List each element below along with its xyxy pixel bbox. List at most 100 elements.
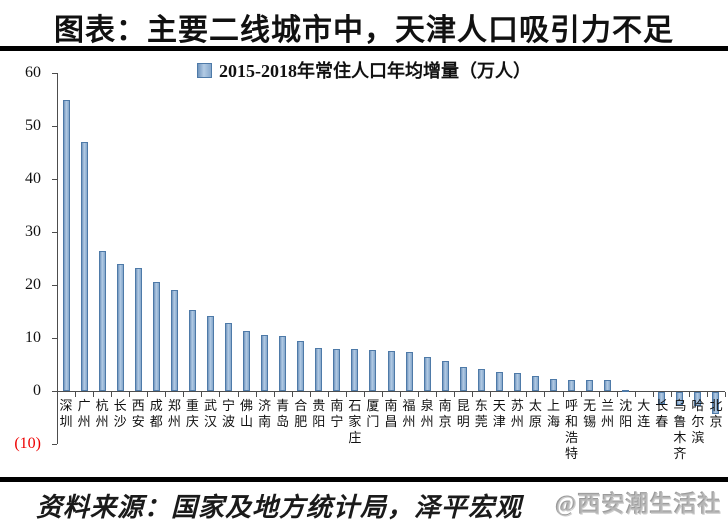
bar <box>586 379 594 391</box>
x-axis-tick <box>688 392 690 397</box>
y-axis-label: 30 <box>25 223 41 240</box>
x-axis-tick <box>219 392 221 397</box>
x-axis-tick <box>381 392 383 397</box>
x-axis-tick <box>706 392 708 397</box>
x-axis-category-label: 济 南 <box>258 398 272 429</box>
x-axis-tick <box>616 392 618 397</box>
y-axis-label: 0 <box>33 382 41 399</box>
y-axis-tick <box>52 179 57 180</box>
x-axis-category-label: 天 津 <box>492 398 506 429</box>
x-axis-category-label: 青 岛 <box>276 398 290 429</box>
chart-title: 图表：主要二线城市中，天津人口吸引力不足 <box>54 14 674 47</box>
x-axis-category-label: 无 锡 <box>583 398 597 429</box>
bar <box>333 348 341 391</box>
bar <box>477 368 485 391</box>
bar <box>387 350 395 391</box>
x-axis-tick <box>255 392 257 397</box>
x-axis-category-label: 南 宁 <box>330 398 344 429</box>
x-axis-tick <box>670 392 672 397</box>
x-axis-category-label: 沈 阳 <box>619 398 633 429</box>
bar <box>315 347 323 391</box>
legend-swatch-icon <box>197 62 212 78</box>
bar <box>279 336 287 391</box>
x-axis-tick <box>345 392 347 397</box>
x-axis-tick <box>57 392 58 397</box>
y-axis-tick <box>52 285 57 286</box>
x-axis-category-label: 北 京 <box>709 398 723 429</box>
plot-area: 60 50 40 30 20 10 0 (10) 深 圳广 州杭 州长 沙西 安成 都郑 州重 … <box>14 64 726 461</box>
bar <box>351 349 359 391</box>
bar <box>676 392 684 405</box>
bar <box>658 392 666 404</box>
bar <box>206 315 214 391</box>
y-axis-tick <box>52 338 57 339</box>
bar <box>261 334 269 391</box>
y-axis-label: 50 <box>25 117 41 134</box>
data-source-text: 资料来源：国家及地方统计局，泽平宏观 <box>36 493 523 522</box>
x-axis-tick <box>165 392 167 397</box>
y-axis-tick <box>52 391 57 392</box>
bar <box>423 356 431 391</box>
bar <box>243 331 251 391</box>
x-axis-tick <box>418 392 420 397</box>
bar <box>459 366 467 391</box>
bar <box>405 351 413 391</box>
x-axis-category-label: 呼 和 浩 特 <box>565 398 579 461</box>
x-axis-category-label: 长 春 <box>655 398 669 429</box>
footer-divider-line <box>0 477 728 482</box>
x-axis-tick <box>129 392 131 397</box>
x-axis-tick <box>436 392 438 397</box>
x-axis-tick <box>291 392 293 397</box>
x-axis-tick <box>454 392 456 397</box>
x-axis-category-label: 大 连 <box>637 398 651 429</box>
x-axis-tick <box>490 392 492 397</box>
x-axis-line <box>57 391 725 392</box>
x-axis-category-label: 长 沙 <box>113 398 127 429</box>
bar <box>531 376 539 391</box>
bar <box>297 340 305 391</box>
x-axis-tick <box>93 392 95 397</box>
y-axis-label: 40 <box>25 170 41 187</box>
bar <box>98 251 106 391</box>
x-axis-tick <box>562 392 564 397</box>
x-axis-category-label: 佛 山 <box>240 398 254 429</box>
x-axis-category-label: 宁 波 <box>221 398 235 429</box>
x-axis-tick <box>183 392 185 397</box>
title-divider-line <box>0 46 728 51</box>
x-axis-category-label: 武 汉 <box>203 398 217 429</box>
x-axis-tick <box>237 392 239 397</box>
x-axis-category-label: 南 京 <box>438 398 452 429</box>
x-axis-tick <box>508 392 510 397</box>
legend-label: 2015-2018年常住人口年均增量（万人） <box>219 61 531 81</box>
x-axis-category-label: 深 圳 <box>59 398 73 429</box>
bar <box>549 379 557 391</box>
x-axis-category-label: 泉 州 <box>420 398 434 429</box>
x-axis-tick <box>327 392 329 397</box>
x-axis-category-label: 兰 州 <box>601 398 615 429</box>
x-axis-category-label: 合 肥 <box>294 398 308 429</box>
bar <box>80 141 88 391</box>
x-axis-category-label: 太 原 <box>528 398 542 429</box>
x-axis-tick <box>309 392 311 397</box>
x-axis-tick <box>363 392 365 397</box>
bar <box>188 310 196 391</box>
x-axis-tick <box>273 392 275 397</box>
x-axis-category-label: 上 海 <box>546 398 560 429</box>
bar <box>134 268 142 391</box>
legend: 2015-2018年常住人口年均增量（万人） <box>0 57 728 83</box>
x-axis-category-label: 南 昌 <box>384 398 398 429</box>
watermark-text: @西安潮生活社 <box>555 492 722 517</box>
x-axis-category-label: 福 州 <box>402 398 416 429</box>
bar <box>369 349 377 391</box>
bar <box>170 289 178 391</box>
bar <box>116 263 124 391</box>
x-axis-category-label: 成 都 <box>149 398 163 429</box>
y-axis-tick <box>52 444 57 445</box>
bar <box>694 392 702 406</box>
y-axis-label: 20 <box>25 276 41 293</box>
x-axis-category-label: 贵 阳 <box>312 398 326 429</box>
y-axis-line <box>57 73 58 444</box>
y-axis-tick <box>52 126 57 127</box>
x-axis-tick <box>111 392 113 397</box>
x-axis-category-label: 东 莞 <box>474 398 488 429</box>
